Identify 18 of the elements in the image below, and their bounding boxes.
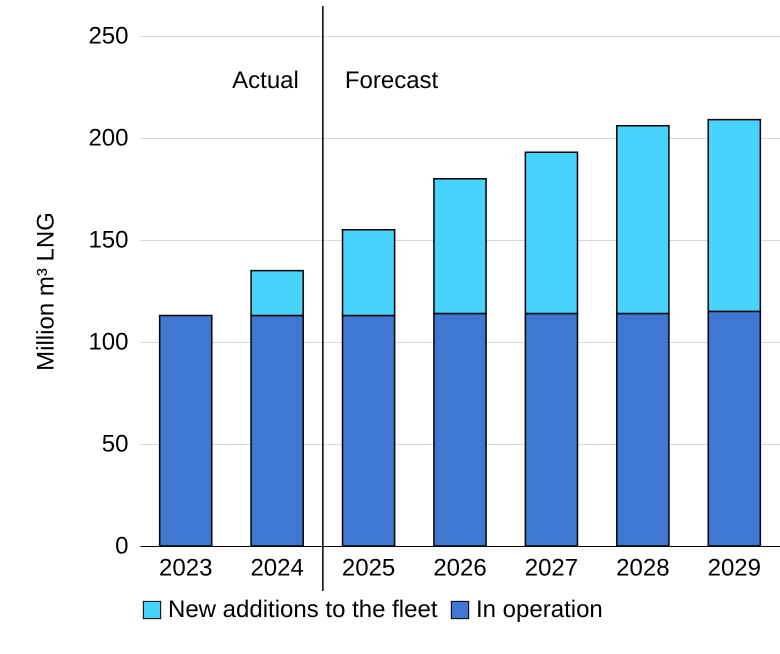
y-tick-label: 200 bbox=[88, 124, 128, 152]
legend-label: In operation bbox=[476, 596, 603, 623]
annotation: Actual bbox=[232, 67, 299, 94]
y-tick-label: 150 bbox=[88, 226, 128, 254]
x-tick-label: 2027 bbox=[524, 554, 578, 582]
y-tick-label: 100 bbox=[88, 328, 128, 356]
y-tick-label: 250 bbox=[88, 22, 128, 50]
x-tick-label: 2026 bbox=[433, 554, 487, 582]
y-tick-label: 50 bbox=[102, 430, 128, 458]
x-tick-label: 2024 bbox=[250, 554, 304, 582]
y-tick-label: 0 bbox=[115, 532, 128, 560]
x-tick-label: 2029 bbox=[708, 554, 761, 582]
x-tick-label: 2028 bbox=[616, 554, 670, 582]
y-axis-title: Million m³ LNG bbox=[32, 212, 60, 371]
legend-label: New additions to the fleet bbox=[168, 596, 438, 623]
x-tick-label: 2023 bbox=[159, 554, 212, 582]
annotation: Forecast bbox=[344, 67, 439, 94]
x-tick-label: 2025 bbox=[342, 554, 396, 582]
